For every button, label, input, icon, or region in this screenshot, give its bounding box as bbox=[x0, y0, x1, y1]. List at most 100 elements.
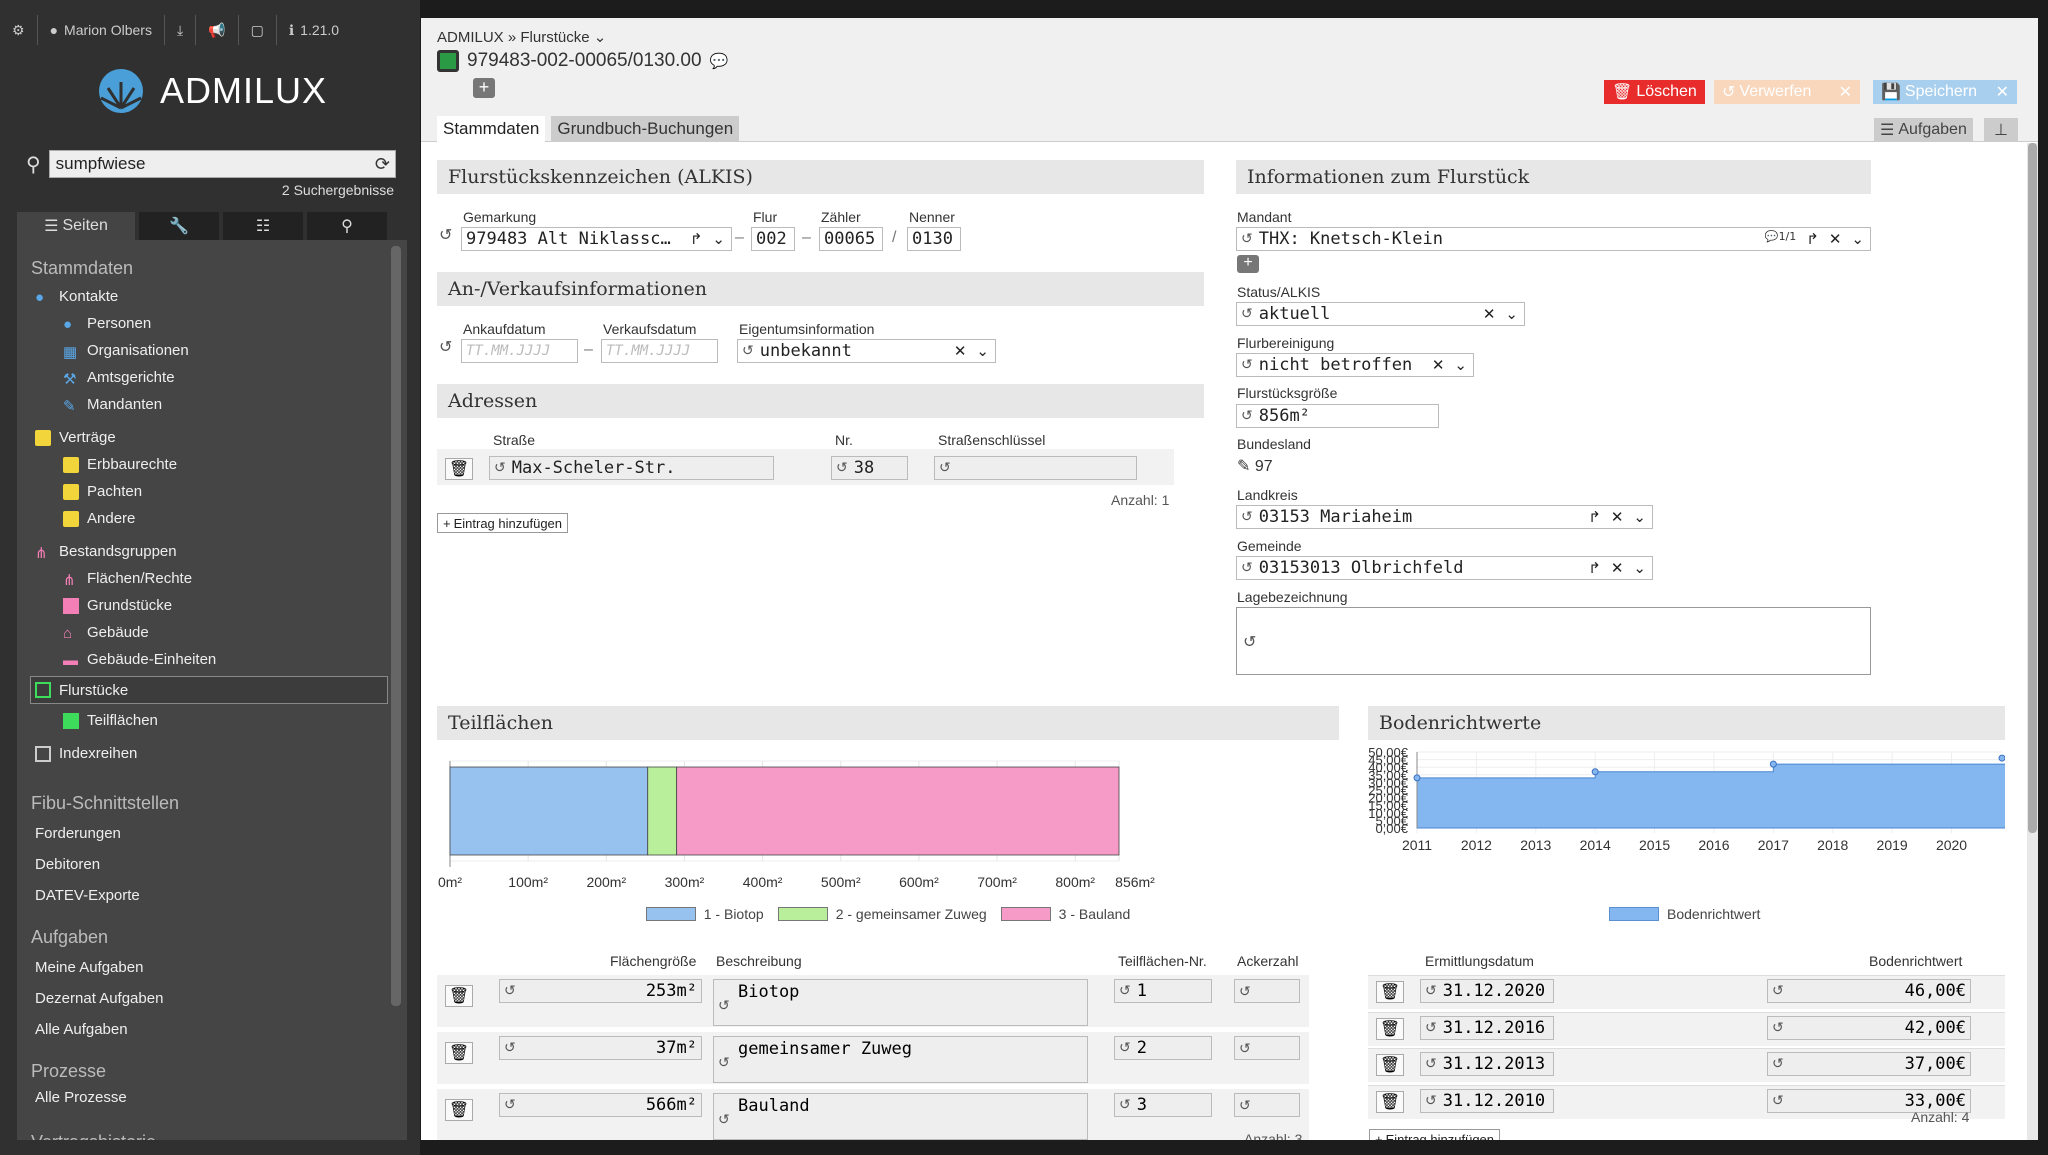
data-point[interactable] bbox=[1769, 760, 1777, 768]
chevron-down-icon[interactable]: ⌄ bbox=[976, 342, 989, 360]
delete-row-button[interactable]: 🗑 bbox=[445, 458, 473, 480]
history-icon[interactable]: ↺ bbox=[718, 1112, 730, 1128]
teilflaechen-nr-field[interactable]: ↺ 1 bbox=[1114, 979, 1212, 1003]
delete-row-button[interactable]: 🗑 bbox=[445, 1099, 473, 1121]
add-bodenrichtwert-button[interactable]: + Eintrag hinzufügen bbox=[1369, 1129, 1501, 1140]
history-icon[interactable]: ↺ bbox=[439, 339, 453, 356]
breadcrumb-root[interactable]: ADMILUX bbox=[437, 29, 504, 46]
chevron-down-icon[interactable]: ⌄ bbox=[593, 29, 607, 46]
ermittlungsdatum-field[interactable]: ↺ 31.12.2020 bbox=[1420, 979, 1554, 1003]
bar-segment[interactable] bbox=[449, 766, 649, 856]
history-icon[interactable]: ↺ bbox=[1425, 1019, 1437, 1036]
ermittlungsdatum-field[interactable]: ↺ 31.12.2010 bbox=[1420, 1088, 1554, 1113]
history-icon[interactable]: ↺ bbox=[939, 460, 951, 476]
nr-field[interactable]: ↺ 38 bbox=[831, 456, 908, 480]
flaechengroesse-field[interactable]: ↺ 37m² bbox=[499, 1036, 702, 1060]
sidebar-item-bestandsgruppen[interactable]: ⋔ Bestandsgruppen bbox=[17, 538, 407, 565]
sidebar-item-teilflaechen[interactable]: Teilflächen bbox=[17, 707, 407, 734]
history-icon[interactable]: ↺ bbox=[1243, 634, 1257, 651]
history-icon[interactable]: ↺ bbox=[504, 1097, 516, 1113]
clear-icon[interactable]: ✕ bbox=[1482, 305, 1496, 323]
bar-segment[interactable] bbox=[676, 766, 1120, 856]
clear-icon[interactable]: ✕ bbox=[1610, 508, 1624, 526]
history-icon[interactable]: ↺ bbox=[504, 1040, 516, 1056]
sidebar-item-flaechen[interactable]: ⋔ Flächen/Rechte bbox=[17, 565, 407, 592]
refresh-icon[interactable]: ⟳ bbox=[374, 154, 390, 174]
history-icon[interactable]: ↺ bbox=[742, 343, 754, 359]
eigentum-select[interactable]: ↺ unbekannt ✕ ⌄ bbox=[737, 339, 996, 363]
chevron-down-icon[interactable]: ⌄ bbox=[1633, 508, 1646, 526]
sidebar-item-grundstuecke[interactable]: Grundstücke bbox=[17, 592, 407, 619]
data-point[interactable] bbox=[1591, 768, 1599, 776]
landkreis-select[interactable]: ↺ 03153 Mariaheim ↱ ✕ ⌄ bbox=[1236, 505, 1653, 529]
history-icon[interactable]: ↺ bbox=[1239, 1096, 1251, 1113]
sidebar-item-dezernat-aufgaben[interactable]: Dezernat Aufgaben bbox=[35, 990, 164, 1007]
chevron-down-icon[interactable]: ⌄ bbox=[1633, 559, 1646, 577]
groesse-field[interactable]: ↺ 856m² bbox=[1236, 404, 1439, 428]
user-button[interactable]: ● Marion Olbers bbox=[38, 15, 165, 45]
chevron-down-icon[interactable]: ⌄ bbox=[712, 230, 725, 248]
chevron-down-icon[interactable]: ⌄ bbox=[1851, 230, 1864, 248]
sidebar-item-flurstuecke[interactable]: Flurstücke bbox=[30, 676, 388, 704]
history-icon[interactable]: ↺ bbox=[836, 460, 848, 476]
hierarchy-button[interactable]: ⊥ bbox=[1984, 118, 2018, 142]
data-point[interactable] bbox=[1413, 774, 1421, 782]
history-icon[interactable]: ↺ bbox=[1425, 1092, 1437, 1109]
mandant-select[interactable]: ↺ THX: Knetsch-Klein 💬1/1 ↱ ✕ ⌄ bbox=[1236, 227, 1871, 251]
history-icon[interactable]: ↺ bbox=[1772, 1056, 1784, 1072]
history-icon[interactable]: ↺ bbox=[718, 1055, 730, 1071]
bodenrichtwert-field[interactable]: ↺ 33,00€ bbox=[1767, 1088, 1971, 1113]
sidebar-item-mandanten[interactable]: ✎ Mandanten bbox=[17, 391, 407, 418]
tab-tasks[interactable]: ☷ bbox=[223, 212, 303, 240]
sidebar-item-organisationen[interactable]: ▦ Organisationen bbox=[17, 337, 407, 364]
flur-field[interactable]: 002 bbox=[751, 227, 795, 251]
history-icon[interactable]: ↺ bbox=[1241, 408, 1253, 424]
comment-icon[interactable]: 💬 bbox=[709, 53, 729, 70]
sidebar-item-erbbaurechte[interactable]: Erbbaurechte bbox=[17, 451, 407, 478]
add-mandant-button[interactable]: + bbox=[1237, 255, 1259, 273]
teilflaechen-nr-field[interactable]: ↺ 2 bbox=[1114, 1036, 1212, 1060]
delete-row-button[interactable]: 🗑 bbox=[1376, 981, 1404, 1003]
settings-button[interactable]: ⚙ bbox=[0, 15, 38, 45]
history-icon[interactable]: ↺ bbox=[1772, 1092, 1784, 1109]
sidebar-item-gebaeude[interactable]: ⌂ Gebäude bbox=[17, 619, 407, 646]
chevron-down-icon[interactable]: ⌄ bbox=[1454, 356, 1467, 374]
share-icon[interactable]: ↱ bbox=[689, 230, 703, 248]
tab-stammdaten[interactable]: Stammdaten bbox=[437, 116, 546, 142]
sidebar-item-personen[interactable]: ● Personen bbox=[17, 310, 407, 337]
flurbereinigung-select[interactable]: ↺ nicht betroffen ✕ ⌄ bbox=[1236, 353, 1474, 377]
lage-textarea[interactable]: ↺ bbox=[1236, 607, 1871, 675]
history-icon[interactable]: ↺ bbox=[1241, 509, 1253, 525]
sidebar-item-amtsgerichte[interactable]: ⚒ Amtsgerichte bbox=[17, 364, 407, 391]
ackerzahl-field[interactable]: ↺ bbox=[1234, 979, 1300, 1003]
discard-button[interactable]: ↺ Verwerfen ✕ bbox=[1714, 80, 1860, 104]
history-icon[interactable]: ↺ bbox=[1119, 1097, 1131, 1113]
clear-icon[interactable]: ✕ bbox=[1828, 230, 1842, 248]
share-icon[interactable]: ↱ bbox=[1588, 559, 1601, 577]
ackerzahl-field[interactable]: ↺ bbox=[1234, 1036, 1300, 1060]
history-icon[interactable]: ↺ bbox=[1772, 983, 1784, 999]
beschreibung-textarea[interactable]: ↺ gemeinsamer Zuweg bbox=[713, 1036, 1088, 1083]
zaehler-field[interactable]: 00065 bbox=[819, 227, 883, 251]
history-icon[interactable]: ↺ bbox=[1119, 1040, 1131, 1056]
gemeinde-select[interactable]: ↺ 03153013 Olbrichfeld ↱ ✕ ⌄ bbox=[1236, 556, 1653, 580]
tab-tools[interactable]: 🔧 bbox=[139, 212, 219, 240]
sidebar-item-alle-aufgaben[interactable]: Alle Aufgaben bbox=[35, 1021, 128, 1038]
bar-segment[interactable] bbox=[647, 766, 678, 856]
sidebar-item-forderungen[interactable]: Forderungen bbox=[35, 825, 121, 842]
status-select[interactable]: ↺ aktuell ✕ ⌄ bbox=[1236, 302, 1525, 326]
tab-search[interactable]: ⚲ bbox=[307, 212, 387, 240]
sidebar-item-alle-prozesse[interactable]: Alle Prozesse bbox=[35, 1088, 127, 1106]
download-button[interactable]: ⤓ bbox=[165, 15, 197, 45]
history-icon[interactable]: ↺ bbox=[1239, 982, 1251, 999]
sidebar-item-gebaeude-einheiten[interactable]: ▬ Gebäude-Einheiten bbox=[17, 646, 407, 673]
delete-button[interactable]: 🗑 Löschen bbox=[1604, 80, 1705, 104]
add-address-button[interactable]: + Eintrag hinzufügen bbox=[437, 513, 569, 533]
delete-row-button[interactable]: 🗑 bbox=[445, 1042, 473, 1064]
sidebar-scrollbar[interactable] bbox=[391, 246, 401, 1006]
scrollbar-thumb[interactable] bbox=[2028, 143, 2037, 833]
ackerzahl-field[interactable]: ↺ bbox=[1234, 1093, 1300, 1117]
comment-badge[interactable]: 💬1/1 bbox=[1764, 230, 1797, 243]
history-icon[interactable]: ↺ bbox=[1241, 560, 1253, 576]
sidebar-item-vertraege[interactable]: Verträge bbox=[17, 424, 407, 451]
